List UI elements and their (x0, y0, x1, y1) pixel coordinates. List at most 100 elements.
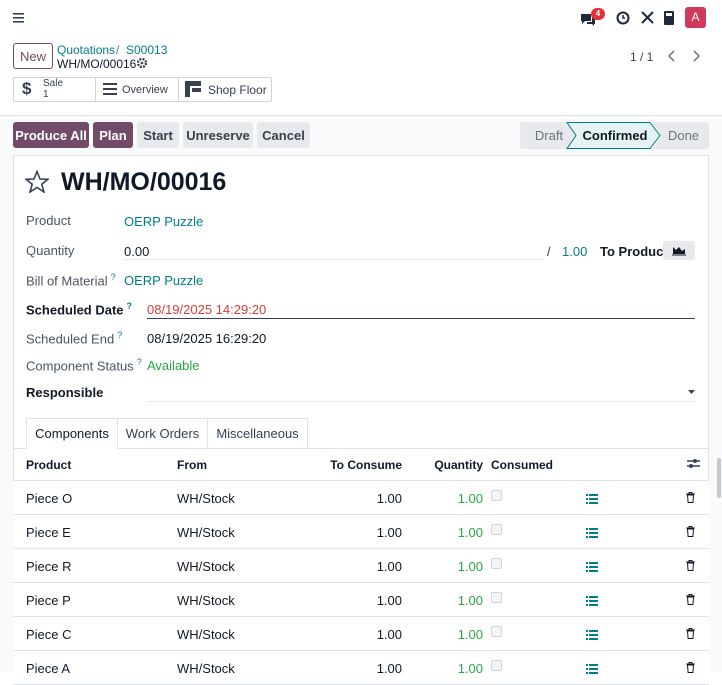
field-value[interactable]: 08/19/2025 14:29:20 (147, 302, 267, 317)
detail-icon[interactable] (586, 628, 598, 640)
delete-icon[interactable] (686, 525, 695, 537)
delete-icon[interactable] (686, 627, 695, 639)
checkbox[interactable] (491, 660, 502, 671)
detail-icon[interactable] (586, 560, 598, 572)
tab[interactable]: Work Orders (118, 418, 208, 448)
cell-product[interactable]: Piece C (26, 627, 72, 642)
field-value[interactable]: 0.00 (124, 244, 150, 259)
action-button[interactable]: Unreserve (183, 122, 253, 148)
action-button[interactable]: Produce All (13, 122, 89, 148)
table-row[interactable]: Piece O WH/Stock 1.00 1.00 (13, 480, 709, 514)
star-icon[interactable] (25, 170, 49, 193)
status-stage[interactable]: Confirmed (582, 128, 648, 143)
smart-count[interactable]: 1 (43, 89, 49, 100)
field-label: Product (26, 213, 71, 228)
cell-location[interactable]: WH/Stock (177, 491, 235, 506)
help-marker[interactable]: ? (126, 301, 133, 311)
detail-icon[interactable] (586, 526, 598, 538)
column-header[interactable]: To Consume (330, 458, 402, 472)
action-button[interactable]: Cancel (257, 122, 310, 148)
column-header[interactable]: Quantity (434, 458, 483, 472)
cell-location[interactable]: WH/Stock (177, 559, 235, 574)
cell-product[interactable]: Piece P (26, 593, 71, 608)
delete-icon[interactable] (686, 593, 695, 605)
status-stage[interactable]: Draft (520, 122, 578, 149)
cell-to-consume[interactable]: 1.00 (376, 491, 402, 506)
input-underline (124, 259, 544, 260)
column-header[interactable]: Product (26, 458, 72, 472)
clock-icon[interactable] (616, 11, 630, 25)
action-button[interactable]: Start (137, 122, 179, 148)
dropdown-caret[interactable] (688, 390, 695, 394)
field-value[interactable]: OERP Puzzle (124, 273, 204, 288)
table-row[interactable]: Piece A WH/Stock 1.00 1.00 (13, 650, 709, 684)
breadcrumb-link[interactable]: Quotations (57, 43, 116, 57)
cell-location[interactable]: WH/Stock (177, 525, 235, 540)
cell-quantity[interactable]: 1.00 (457, 525, 483, 540)
delete-icon[interactable] (686, 559, 695, 571)
cell-quantity[interactable]: 1.00 (457, 661, 483, 676)
new-button[interactable]: New (13, 43, 53, 69)
help-marker[interactable]: ? (110, 272, 116, 282)
table-row[interactable]: Piece E WH/Stock 1.00 1.00 (13, 514, 709, 548)
cell-location[interactable]: WH/Stock (177, 627, 235, 642)
detail-icon[interactable] (586, 492, 598, 504)
detail-icon[interactable] (586, 662, 598, 674)
column-header[interactable]: Consumed (491, 458, 554, 472)
table-row[interactable]: Piece R WH/Stock 1.00 1.00 (13, 548, 709, 582)
forecast-button[interactable] (663, 241, 695, 260)
cell-to-consume[interactable]: 1.00 (376, 627, 402, 642)
cell-quantity[interactable]: 1.00 (457, 491, 483, 506)
cell-location[interactable]: WH/Stock (177, 593, 235, 608)
cell-product[interactable]: Piece O (26, 491, 73, 506)
gear-icon[interactable] (137, 58, 147, 68)
cell-quantity[interactable]: 1.00 (457, 593, 483, 608)
cell-product[interactable]: Piece R (26, 559, 72, 574)
cell-quantity[interactable]: 1.00 (457, 559, 483, 574)
tab-active[interactable]: Components (26, 418, 118, 449)
cell-to-consume[interactable]: 1.00 (376, 559, 402, 574)
menu-icon[interactable] (13, 13, 24, 23)
cell-to-consume[interactable]: 1.00 (376, 525, 402, 540)
checkbox[interactable] (491, 592, 502, 603)
help-marker[interactable]: ? (136, 357, 142, 367)
field-value[interactable]: 08/19/2025 16:29:20 (147, 331, 267, 346)
help-marker[interactable]: ? (117, 330, 123, 340)
column-header[interactable]: From (177, 458, 207, 472)
field-value[interactable]: OERP Puzzle (124, 214, 204, 229)
cell-product[interactable]: Piece A (26, 661, 71, 676)
tab[interactable]: Miscellaneous (208, 418, 308, 448)
avatar[interactable]: A (685, 7, 706, 28)
table-row[interactable]: Piece C WH/Stock 1.00 1.00 (13, 616, 709, 650)
checkbox[interactable] (491, 558, 502, 569)
detail-icon[interactable] (586, 594, 598, 606)
action-button[interactable]: Plan (93, 122, 133, 148)
cell-quantity[interactable]: 1.00 (457, 627, 483, 642)
chat-icon[interactable] (580, 12, 596, 26)
cell-to-consume[interactable]: 1.00 (376, 661, 402, 676)
table-row[interactable]: Piece P WH/Stock 1.00 1.00 (13, 582, 709, 616)
checkbox[interactable] (491, 490, 502, 501)
delete-icon[interactable] (686, 661, 695, 673)
field-label: Scheduled Date? (26, 301, 132, 317)
smart-label[interactable]: Sale (43, 78, 64, 89)
label-text: Bill of Material (26, 273, 108, 289)
scrollbar[interactable] (717, 458, 721, 498)
status-stage[interactable]: Done (652, 122, 709, 149)
input-underline (147, 401, 695, 402)
breadcrumb-link[interactable]: S00013 (126, 43, 168, 57)
tools-icon[interactable] (641, 11, 654, 24)
cell-product[interactable]: Piece E (26, 525, 71, 540)
smart-label[interactable]: Overview (122, 84, 168, 96)
cell-to-consume[interactable]: 1.00 (376, 593, 402, 608)
calculator-icon[interactable] (664, 11, 674, 25)
list-icon (103, 83, 117, 95)
cell-location[interactable]: WH/Stock (177, 661, 235, 676)
checkbox[interactable] (491, 626, 502, 637)
optional-columns-icon[interactable] (687, 458, 700, 469)
pager-arrows[interactable] (665, 50, 705, 62)
delete-icon[interactable] (686, 491, 695, 503)
smart-label[interactable]: Shop Floor (208, 83, 267, 97)
checkbox[interactable] (491, 524, 502, 535)
